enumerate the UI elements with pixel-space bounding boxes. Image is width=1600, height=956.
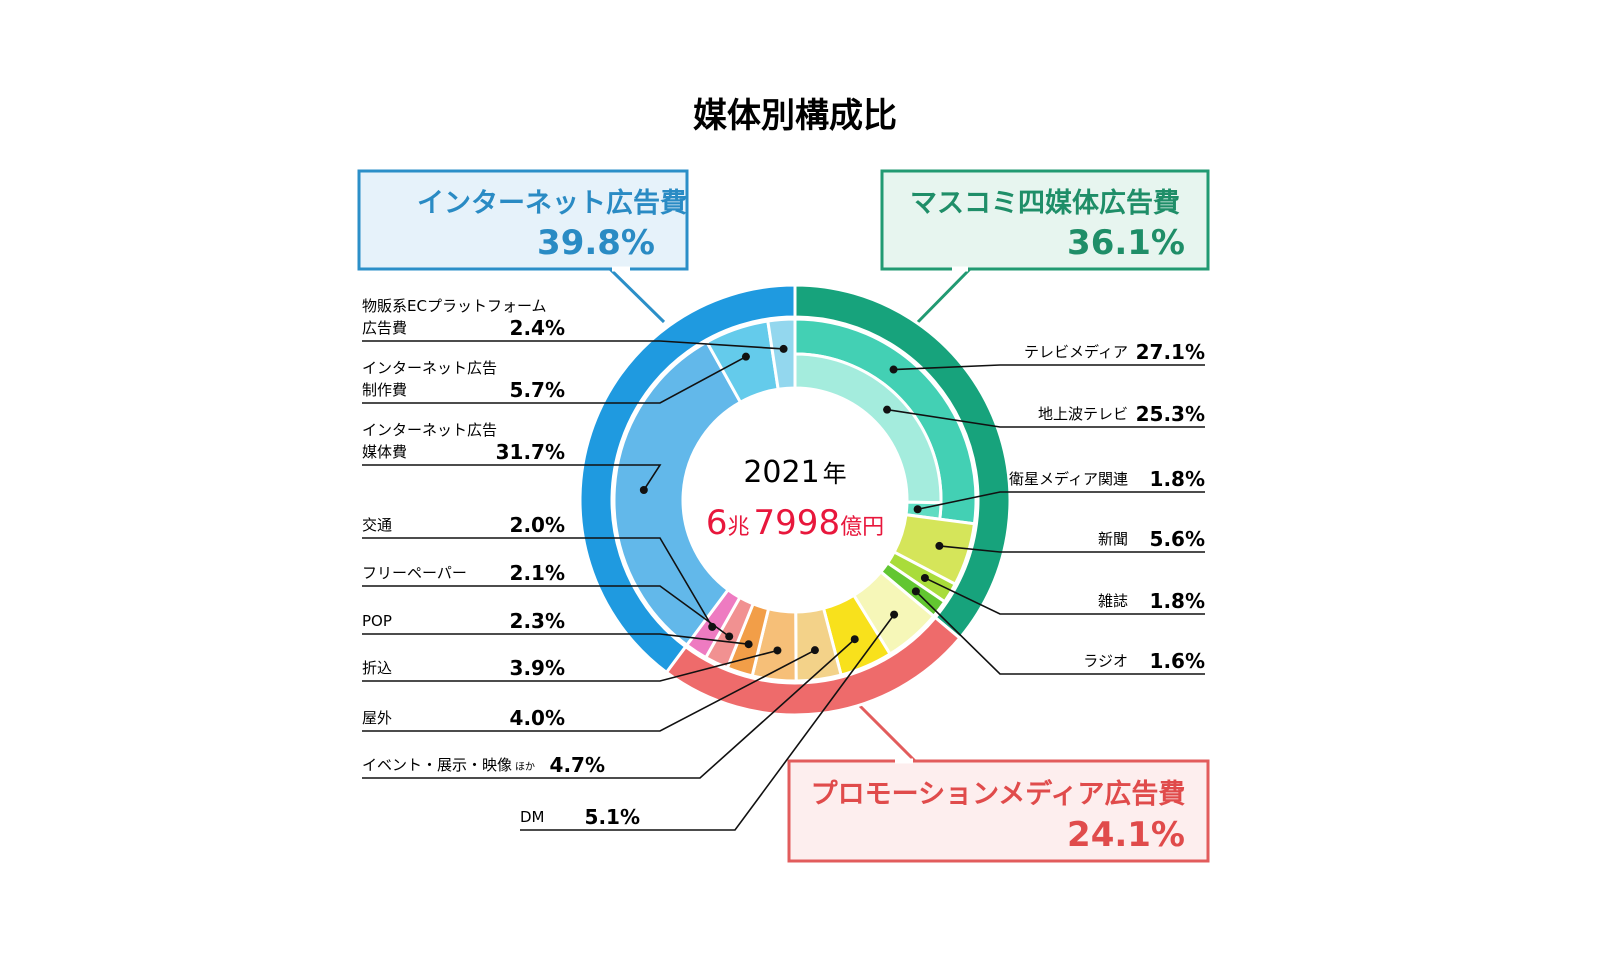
- callout-promotion: プロモーションメディア広告費 24.1%: [787, 759, 1210, 863]
- label-name-1-6: 交通: [362, 516, 392, 534]
- label-name-2-0-line2: 媒体費: [362, 443, 407, 461]
- label-value-0-2: 1.8%: [1150, 589, 1205, 613]
- chart-title: 媒体別構成比: [693, 96, 897, 136]
- callout-internet: インターネット広告費 39.8%: [357, 169, 689, 271]
- label-name-0-0-1: 衛星メディア関連: [1009, 470, 1128, 488]
- label-name-1-2: 屋外: [362, 709, 392, 727]
- label-name-1-1: イベント・展示・映像 ほか: [362, 756, 535, 774]
- callout-mass-media-box: [880, 169, 1210, 271]
- label-name-0-3: ラジオ: [1083, 652, 1128, 670]
- callout-mass-media-value: 36.1%: [1067, 223, 1185, 263]
- label-value-0-1: 5.6%: [1150, 527, 1205, 551]
- label-value-1-2: 4.0%: [510, 706, 565, 730]
- label-value-1-1: 4.7%: [550, 753, 605, 777]
- leader-line-1-5: [362, 585, 730, 638]
- leader-line-0-0-1: [917, 491, 1205, 511]
- leader-line-0-0-0: [886, 408, 1205, 428]
- leader-line-2-2: [362, 340, 784, 350]
- label-value-0-0: 27.1%: [1136, 340, 1205, 364]
- label-value-2-2: 2.4%: [510, 316, 565, 340]
- leader-line-0-1: [939, 545, 1205, 553]
- leader-line-1-4: [362, 633, 749, 646]
- label-name-2-2-line2: 広告費: [362, 319, 407, 337]
- label-name-0-2: 雑誌: [1098, 592, 1128, 610]
- leader-line-2-0: [362, 464, 662, 491]
- label-name-0-1: 新聞: [1098, 530, 1128, 548]
- center-year: 2021 年: [743, 455, 846, 490]
- label-value-2-1: 5.7%: [510, 378, 565, 402]
- leader-line-0-2: [924, 577, 1205, 615]
- label-value-0-3: 1.6%: [1150, 649, 1205, 673]
- label-name-2-0-line1: インターネット広告: [362, 421, 497, 439]
- label-value-1-5: 2.1%: [510, 561, 565, 585]
- center-total-trillion-unit: 兆: [728, 515, 750, 540]
- label-name-1-3: 折込: [362, 659, 392, 677]
- callout-mass-media-label: マスコミ四媒体広告費: [910, 187, 1180, 219]
- label-value-1-3: 3.9%: [510, 656, 565, 680]
- center-total-trillion: 6: [706, 503, 728, 543]
- label-name-2-2-line1: 物販系ECプラットフォーム: [362, 297, 547, 315]
- callout-internet-value: 39.8%: [537, 223, 655, 263]
- callout-mass-pointer: [911, 267, 972, 329]
- leader-line-2-1: [362, 355, 747, 404]
- label-name-1-5: フリーペーパー: [362, 564, 467, 582]
- center-year-number: 2021: [743, 455, 819, 490]
- callout-promotion-value: 24.1%: [1067, 815, 1185, 855]
- outer-segment-2: [578, 283, 797, 675]
- segment-2-0: [612, 339, 743, 648]
- center-total: 6兆 7998億円: [706, 503, 884, 543]
- callout-internet-label: インターネット広告費: [417, 187, 687, 219]
- leader-line-0-3: [915, 590, 1205, 675]
- label-name-2-1-line2: 制作費: [362, 381, 407, 399]
- center-total-oku: 7998: [754, 503, 841, 543]
- callout-internet-box: [357, 169, 689, 271]
- label-value-1-0: 5.1%: [585, 805, 640, 829]
- label-value-0-0-0: 25.3%: [1136, 402, 1205, 426]
- label-name-1-4: POP: [362, 612, 392, 630]
- callout-internet-pointer: [608, 267, 666, 324]
- leader-line-1-0: [520, 614, 895, 831]
- leader-line-0-0: [893, 364, 1205, 371]
- label-name-suffix-1-1: ほか: [515, 761, 535, 773]
- center-total-oku-unit: 億円: [840, 515, 884, 540]
- callout-pointers: [608, 266, 972, 764]
- label-value-0-0-1: 1.8%: [1150, 467, 1205, 491]
- leader-lines: [362, 340, 1205, 831]
- leader-line-1-2: [362, 649, 816, 732]
- center-year-unit: 年: [823, 460, 847, 488]
- callout-promo-pointer: [858, 704, 917, 763]
- callout-mass-media: マスコミ四媒体広告費 36.1%: [880, 169, 1210, 271]
- callout-promotion-box: [787, 759, 1210, 863]
- label-name-2-1-line1: インターネット広告: [362, 359, 497, 377]
- donut-chart: [578, 283, 1012, 717]
- segment-2-2: [766, 317, 797, 391]
- label-value-1-4: 2.3%: [510, 609, 565, 633]
- label-name-0-0: テレビメディア: [1024, 343, 1128, 361]
- leader-line-1-6: [362, 537, 713, 628]
- leader-line-1-3: [362, 649, 778, 682]
- label-value-2-0: 31.7%: [496, 440, 565, 464]
- leader-line-1-1: [362, 638, 856, 779]
- label-value-1-6: 2.0%: [510, 513, 565, 537]
- callout-promotion-label: プロモーションメディア広告費: [811, 778, 1186, 810]
- label-name-0-0-0: 地上波テレビ: [1038, 405, 1128, 423]
- item-labels: 地上波テレビ 25.3% 衛星メディア関連 1.8% テレビメディア 27.1% 新聞 5.6…: [362, 297, 1205, 829]
- label-name-1-0: DM: [520, 808, 545, 826]
